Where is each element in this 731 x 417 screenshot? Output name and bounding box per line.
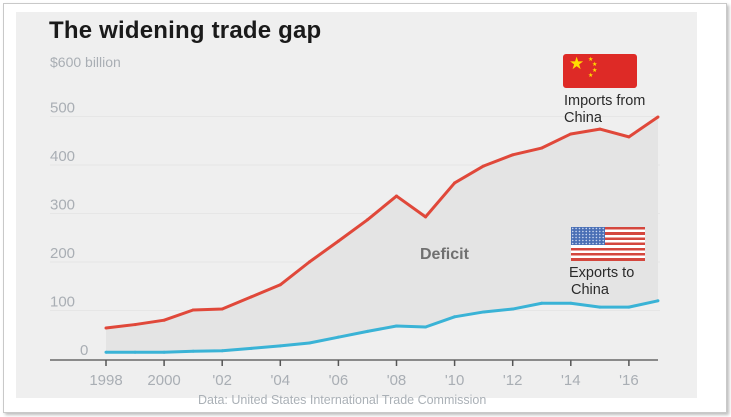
x-tick-label: '08 <box>387 372 407 389</box>
x-tick-label: '04 <box>271 372 291 389</box>
y-tick-label: 500 <box>50 100 75 117</box>
exports-point <box>104 350 108 354</box>
flag-small-star: ★ <box>592 62 598 68</box>
exports-point <box>424 325 428 329</box>
imports-label: Imports from China <box>564 93 645 127</box>
x-tick-label: '10 <box>445 372 465 389</box>
deficit-label: Deficit <box>420 246 469 263</box>
x-tick-label: 2000 <box>147 372 180 389</box>
exports-point <box>627 305 631 309</box>
x-tick-label: '14 <box>561 372 581 389</box>
imports-point <box>162 318 166 322</box>
exports-label: Exports to China <box>569 265 634 299</box>
x-tick-label: 1998 <box>89 372 122 389</box>
imports-label-line1: Imports from <box>564 93 646 109</box>
x-tick-label: '02 <box>212 372 232 389</box>
y-axis-unit-label: $600 billion <box>50 54 121 70</box>
exports-point <box>482 310 486 314</box>
imports-point <box>540 146 544 150</box>
y-tick-label: 400 <box>50 148 75 165</box>
flag-canton <box>571 227 605 245</box>
exports-label-line2: China <box>571 282 609 298</box>
exports-point <box>453 315 457 319</box>
imports-point <box>627 135 631 139</box>
exports-point <box>395 324 398 328</box>
imports-point <box>598 127 602 131</box>
flag-small-star: ★ <box>588 73 594 79</box>
imports-point <box>133 323 137 327</box>
imports-point <box>278 283 282 287</box>
exports-point <box>191 349 195 353</box>
exports-point <box>511 307 515 311</box>
imports-point <box>395 194 398 198</box>
imports-point <box>220 307 224 311</box>
imports-point <box>365 218 369 222</box>
exports-point <box>220 349 224 353</box>
imports-point <box>249 295 253 299</box>
exports-point <box>307 341 311 345</box>
imports-label-line2: China <box>564 110 602 126</box>
imports-line <box>105 115 659 330</box>
exports-point <box>598 305 602 309</box>
exports-point <box>133 350 137 354</box>
imports-point <box>191 308 195 312</box>
y-tick-label: 300 <box>50 197 75 214</box>
exports-point <box>540 301 544 305</box>
flag-small-star: ★ <box>588 57 594 63</box>
imports-point <box>453 181 457 185</box>
imports-point <box>307 260 311 264</box>
china-flag-icon: ★ ★ ★ ★ ★ <box>563 54 637 88</box>
deficit-area <box>106 116 658 353</box>
imports-point <box>482 164 486 168</box>
us-flag-icon <box>571 227 645 261</box>
imports-point <box>104 326 108 330</box>
exports-point <box>162 350 166 354</box>
y-tick-label: 0 <box>80 342 88 359</box>
imports-point <box>569 132 573 136</box>
exports-label-line1: Exports to <box>569 265 635 281</box>
imports-point <box>511 153 515 157</box>
x-tick-label: '06 <box>329 372 349 389</box>
exports-point <box>656 299 660 303</box>
exports-point <box>278 344 282 348</box>
exports-point <box>336 335 340 339</box>
exports-point <box>569 301 573 305</box>
flag-big-star: ★ <box>569 54 585 73</box>
exports-point <box>365 329 369 333</box>
y-tick-label: 100 <box>50 294 75 311</box>
imports-point <box>656 115 660 119</box>
exports-point <box>249 346 253 350</box>
exports-line <box>106 299 659 354</box>
flag-small-star: ★ <box>592 68 598 74</box>
x-tick-label: '16 <box>619 372 639 389</box>
y-tick-label: 200 <box>50 245 75 262</box>
source-note: Data: United States International Trade … <box>198 393 487 407</box>
chart-title: The widening trade gap <box>49 17 322 44</box>
x-tick-label: '12 <box>503 372 523 389</box>
imports-point <box>336 239 340 243</box>
imports-point <box>424 215 428 219</box>
